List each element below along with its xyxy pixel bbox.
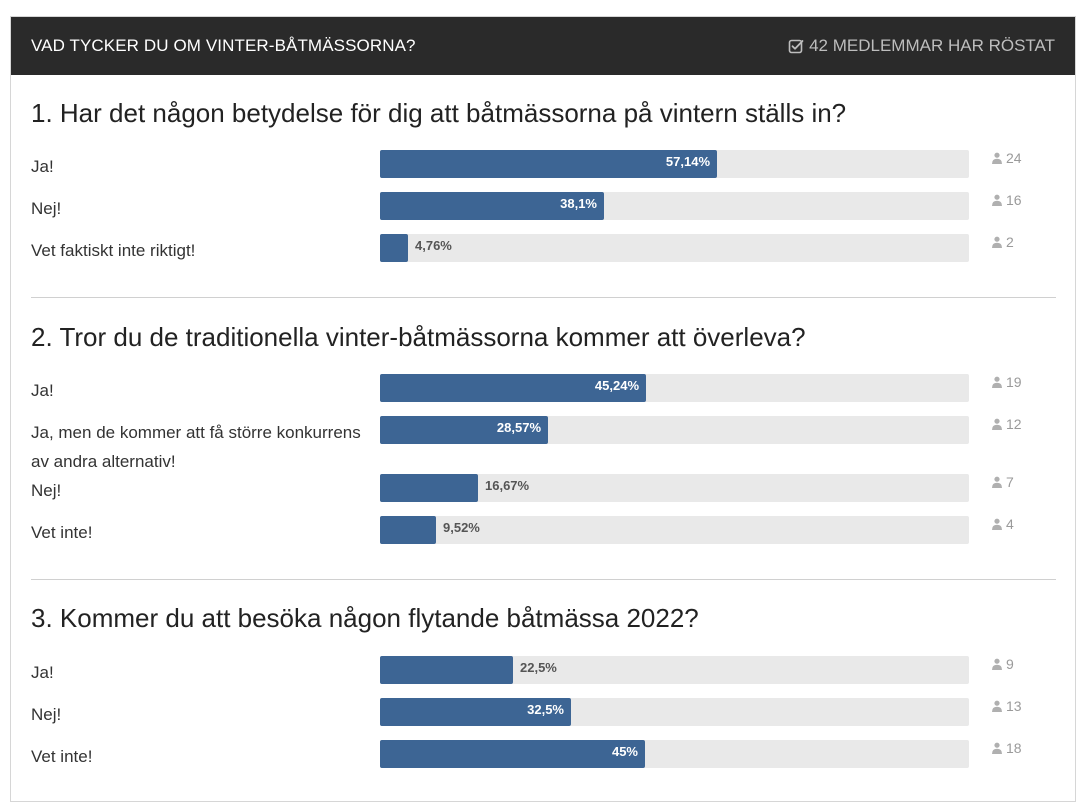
vote-count-value: 16 xyxy=(1006,192,1022,208)
divider xyxy=(31,579,1056,580)
poll-option[interactable]: Vet inte! 45% 18 xyxy=(31,740,1056,768)
poll-option[interactable]: Vet inte! 9,52% 4 xyxy=(31,516,1056,544)
user-icon xyxy=(992,476,1002,488)
vote-count: 7 xyxy=(991,474,1014,490)
result-bar-track: 38,1% xyxy=(380,192,969,220)
vote-count: 2 xyxy=(991,234,1014,250)
vote-count-value: 24 xyxy=(1006,150,1022,166)
user-icon xyxy=(992,376,1002,388)
poll-title: VAD TYCKER DU OM VINTER-BÅTMÄSSORNA? xyxy=(31,36,416,55)
question-3: 3. Kommer du att besöka någon flytande b… xyxy=(31,602,1056,792)
result-bar-fill xyxy=(380,374,646,402)
question-2: 2. Tror du de traditionella vinter-båtmä… xyxy=(31,321,1056,561)
user-icon xyxy=(992,742,1002,754)
poll-option[interactable]: Vet faktiskt inte riktigt! 4,76% 2 xyxy=(31,234,1056,262)
result-bar-fill xyxy=(380,416,548,444)
vote-count: 12 xyxy=(991,416,1022,432)
result-bar-fill xyxy=(380,234,408,262)
option-label: Ja! xyxy=(31,381,54,400)
option-label: Vet faktiskt inte riktigt! xyxy=(31,241,196,260)
result-bar-track: 45% xyxy=(380,740,969,768)
percent-label: 16,67% xyxy=(485,478,530,493)
vote-count-value: 12 xyxy=(1006,416,1022,432)
vote-count-value: 7 xyxy=(1006,474,1014,490)
vote-count: 4 xyxy=(991,516,1014,532)
result-bar-fill xyxy=(380,516,436,544)
result-bar-fill xyxy=(380,150,717,178)
question-1: 1. Har det någon betydelse för dig att b… xyxy=(31,97,1056,287)
poll-option[interactable]: Ja! 22,5% 9 xyxy=(31,656,1056,684)
result-bar-track: 45,24% xyxy=(380,374,969,402)
vote-count-value: 2 xyxy=(1006,234,1014,250)
result-bar-track: 4,76% xyxy=(380,234,969,262)
result-bar-fill xyxy=(380,698,571,726)
result-bar-track: 32,5% xyxy=(380,698,969,726)
result-bar-track: 16,67% xyxy=(380,474,969,502)
result-bar-fill xyxy=(380,740,645,768)
poll-option[interactable]: Ja! 45,24% 19 xyxy=(31,374,1056,402)
user-icon xyxy=(992,658,1002,670)
percent-label: 9,52% xyxy=(443,520,480,535)
result-bar-fill xyxy=(380,192,604,220)
percent-label: 22,5% xyxy=(520,660,557,675)
user-icon xyxy=(992,236,1002,248)
option-label: Nej! xyxy=(31,199,62,218)
option-label: Ja, men de kommer att få större konkurre… xyxy=(31,423,361,471)
vote-count: 13 xyxy=(991,698,1022,714)
user-icon xyxy=(992,700,1002,712)
result-bar-fill xyxy=(380,656,513,684)
option-label: Ja! xyxy=(31,663,54,682)
percent-label: 57,14% xyxy=(665,154,710,169)
vote-count: 19 xyxy=(991,374,1022,390)
poll-option[interactable]: Ja! 57,14% 24 xyxy=(31,150,1056,178)
poll-option[interactable]: Ja, men de kommer att få större konkurre… xyxy=(31,416,1056,471)
option-label: Nej! xyxy=(31,705,62,724)
percent-label: 45% xyxy=(611,744,638,759)
vote-count: 16 xyxy=(991,192,1022,208)
result-bar-track: 9,52% xyxy=(380,516,969,544)
result-bar-fill xyxy=(380,474,478,502)
user-icon xyxy=(992,152,1002,164)
vote-count-value: 4 xyxy=(1006,516,1014,532)
votes-summary: 42 MEDLEMMAR HAR RÖSTAT xyxy=(788,36,1055,56)
divider xyxy=(31,297,1056,298)
user-icon xyxy=(992,194,1002,206)
percent-label: 38,1% xyxy=(560,196,597,211)
user-icon xyxy=(992,418,1002,430)
percent-label: 4,76% xyxy=(415,238,452,253)
question-title: 2. Tror du de traditionella vinter-båtmä… xyxy=(31,322,806,352)
vote-count: 9 xyxy=(991,656,1014,672)
question-title: 1. Har det någon betydelse för dig att b… xyxy=(31,98,847,128)
votes-count-text: 42 MEDLEMMAR HAR RÖSTAT xyxy=(809,36,1055,55)
option-label: Vet inte! xyxy=(31,523,93,542)
vote-count-value: 19 xyxy=(1006,374,1022,390)
question-title: 3. Kommer du att besöka någon flytande b… xyxy=(31,603,699,633)
result-bar-track: 57,14% xyxy=(380,150,969,178)
option-label: Ja! xyxy=(31,157,54,176)
poll-option[interactable]: Nej! 32,5% 13 xyxy=(31,698,1056,726)
percent-label: 45,24% xyxy=(594,378,639,393)
result-bar-track: 22,5% xyxy=(380,656,969,684)
result-bar-track: 28,57% xyxy=(380,416,969,444)
poll-option[interactable]: Nej! 38,1% 16 xyxy=(31,192,1056,220)
option-label: Vet inte! xyxy=(31,747,93,766)
poll-header: VAD TYCKER DU OM VINTER-BÅTMÄSSORNA? 42 … xyxy=(11,17,1075,75)
check-square-icon xyxy=(788,39,804,54)
user-icon xyxy=(992,518,1002,530)
vote-count-value: 13 xyxy=(1006,698,1022,714)
percent-label: 28,57% xyxy=(496,420,541,435)
vote-count-value: 9 xyxy=(1006,656,1014,672)
poll-widget: VAD TYCKER DU OM VINTER-BÅTMÄSSORNA? 42 … xyxy=(10,16,1076,802)
vote-count: 24 xyxy=(991,150,1022,166)
option-label: Nej! xyxy=(31,481,62,500)
vote-count: 18 xyxy=(991,740,1022,756)
poll-option[interactable]: Nej! 16,67% 7 xyxy=(31,474,1056,502)
vote-count-value: 18 xyxy=(1006,740,1022,756)
percent-label: 32,5% xyxy=(527,702,564,717)
